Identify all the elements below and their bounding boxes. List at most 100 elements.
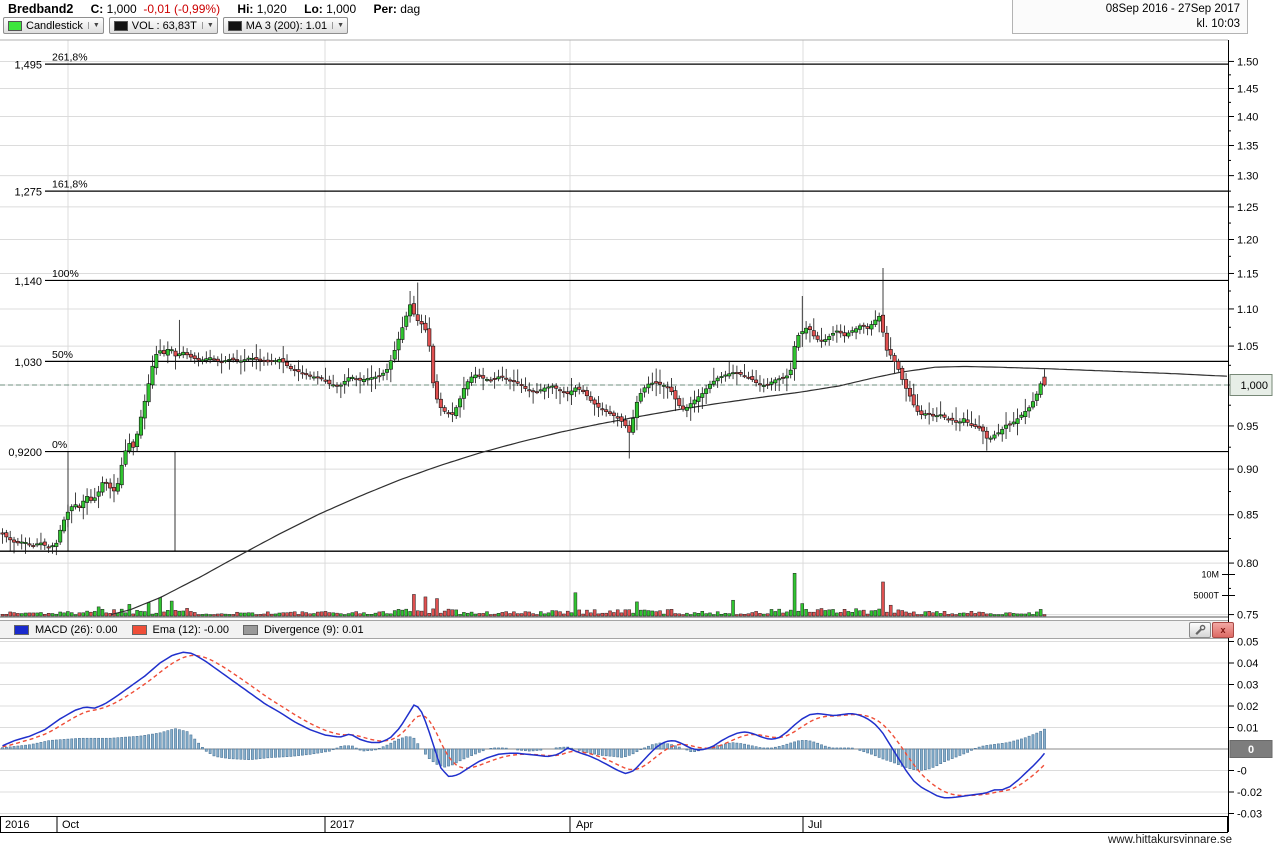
volume-bar xyxy=(962,612,966,617)
macd-tick-label: 0.05 xyxy=(1237,637,1258,649)
volume-bar xyxy=(988,613,993,617)
macd-histogram-bar xyxy=(343,745,347,750)
volume-bar xyxy=(4,614,9,617)
macd-histogram-bar xyxy=(470,748,473,756)
candle-body xyxy=(915,405,920,412)
fib-price-label: 1,140 xyxy=(14,276,42,288)
volume-bar xyxy=(996,614,1001,617)
macd-histogram-bar xyxy=(304,748,308,756)
close-group: C: 1,000 -0,01 (-0,99%) xyxy=(90,2,221,16)
candle-body xyxy=(204,358,209,361)
candle-body xyxy=(688,403,693,409)
macd-histogram-bar xyxy=(354,747,358,750)
volume-bar xyxy=(592,609,597,617)
candle-body xyxy=(361,378,366,383)
volume-bar xyxy=(635,601,639,617)
volume-bar xyxy=(900,610,904,617)
macd-histogram-bar xyxy=(39,742,43,750)
macd-histogram-bar xyxy=(197,742,200,750)
candle-body xyxy=(746,376,751,379)
volume-bar xyxy=(96,606,101,617)
candle-body xyxy=(615,416,620,419)
candle-body xyxy=(65,511,70,520)
candle-body xyxy=(711,380,716,385)
volume-bar xyxy=(223,613,228,617)
macd-histogram-bar xyxy=(185,731,189,750)
ma-swatch-icon xyxy=(227,20,242,31)
candle-body xyxy=(796,335,801,348)
candle-body xyxy=(907,387,912,397)
candle-body xyxy=(315,376,320,379)
macd-histogram-bar xyxy=(846,747,850,750)
volume-bar xyxy=(339,613,343,617)
macd-histogram-bar xyxy=(116,737,120,750)
macd-histogram-bar xyxy=(181,730,185,750)
chip-candlestick[interactable]: Candlestick ▼ xyxy=(3,17,104,34)
candle-body xyxy=(423,322,428,331)
macd-legend-label: MACD (26): 0.00 xyxy=(35,623,118,636)
volume-bar xyxy=(773,611,778,617)
volume-bar xyxy=(746,613,751,617)
candle-body xyxy=(200,359,205,362)
volume-bar xyxy=(308,613,312,617)
volume-bar xyxy=(31,612,36,617)
macd-histogram-bar xyxy=(931,748,935,768)
volume-bar xyxy=(73,614,78,617)
chevron-down-icon[interactable]: ▼ xyxy=(332,22,344,29)
candle-body xyxy=(811,330,816,337)
volume-bar xyxy=(673,613,678,617)
volume-bar xyxy=(16,613,20,617)
candle-body xyxy=(338,384,343,387)
volume-bar xyxy=(692,612,697,617)
volume-bar xyxy=(950,613,954,617)
macd-histogram-bar xyxy=(212,748,216,757)
volume-bar xyxy=(562,613,566,617)
candle-body xyxy=(527,389,532,392)
volume-bar xyxy=(819,608,824,617)
candle-body xyxy=(258,358,263,361)
x-axis-month-label: Oct xyxy=(62,819,79,831)
candle-body xyxy=(246,357,251,360)
volume-bar xyxy=(354,611,358,617)
volume-bar xyxy=(942,611,947,617)
candle-body xyxy=(481,375,486,379)
volume-bar xyxy=(662,613,666,617)
candle-body xyxy=(261,360,266,362)
volume-bar xyxy=(758,613,762,617)
candle-body xyxy=(392,350,397,360)
volume-bar xyxy=(981,612,985,617)
macd-histogram-bar xyxy=(623,748,627,758)
macd-histogram-bar xyxy=(285,748,289,757)
macd-histogram-bar xyxy=(247,748,250,760)
macd-histogram-bar xyxy=(1031,734,1035,750)
volume-bar xyxy=(473,613,478,617)
volume-bar xyxy=(123,612,128,617)
candle-body xyxy=(715,377,720,382)
volume-bar xyxy=(535,614,539,617)
chevron-down-icon[interactable]: ▼ xyxy=(201,22,214,29)
macd-histogram-bar xyxy=(28,744,31,750)
macd-settings-button[interactable] xyxy=(1189,622,1211,638)
chevron-down-icon[interactable]: ▼ xyxy=(87,22,100,29)
macd-close-button[interactable]: x xyxy=(1212,622,1234,638)
last-price-label: 1,000 xyxy=(1240,380,1268,392)
volume-bar xyxy=(231,614,235,617)
chip-ma[interactable]: MA 3 (200): 1.01 ▼ xyxy=(222,17,349,34)
volume-bar xyxy=(346,613,351,617)
candle-body xyxy=(884,332,889,351)
macd-histogram-bar xyxy=(358,748,362,751)
volume-bar xyxy=(858,610,862,617)
ema-legend-item: Ema (12): -0.00 xyxy=(131,624,229,636)
macd-histogram-bar xyxy=(24,744,27,750)
candle-body xyxy=(408,304,413,317)
volume-bar xyxy=(731,599,735,617)
candle-body xyxy=(546,386,551,389)
volume-bar xyxy=(412,594,416,617)
macd-histogram-bar xyxy=(527,748,531,752)
chip-volume[interactable]: VOL : 63,83T ▼ xyxy=(108,17,218,34)
candle-body xyxy=(692,399,697,405)
candle-body xyxy=(62,519,67,532)
ma200-line xyxy=(110,365,1228,616)
macd-histogram-bar xyxy=(735,742,739,750)
